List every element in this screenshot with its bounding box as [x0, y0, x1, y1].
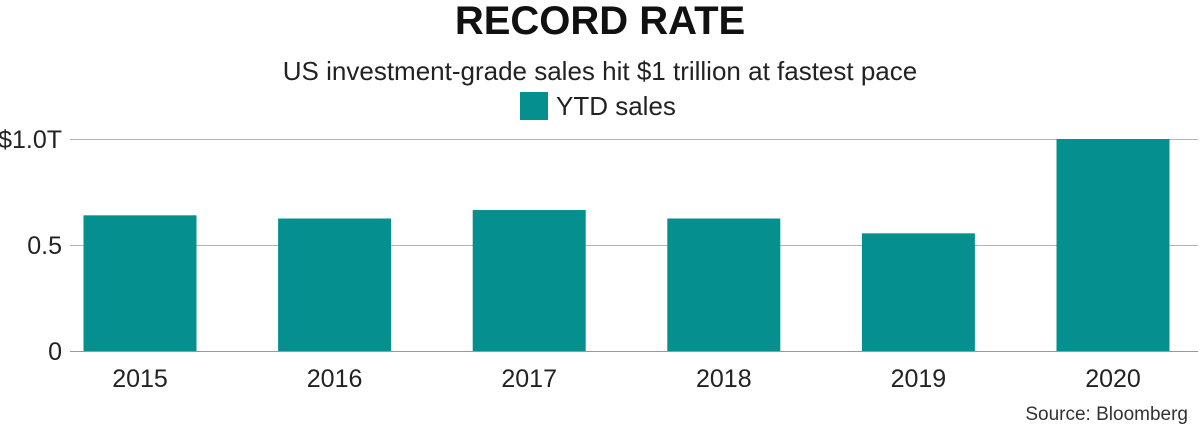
- x-tick-label-2018: 2018: [696, 365, 752, 393]
- chart-subtitle: US investment-grade sales hit $1 trillio…: [283, 56, 917, 86]
- x-tick-label-2020: 2020: [1085, 365, 1141, 393]
- bar-2016: [278, 218, 392, 351]
- bar-2015: [83, 215, 197, 351]
- legend-swatch-ytd-sales: [520, 92, 548, 120]
- bar-2020: [1056, 139, 1170, 351]
- x-tick-label-2017: 2017: [501, 365, 557, 393]
- legend: YTD sales: [520, 91, 676, 121]
- bar-2017: [472, 210, 586, 351]
- y-tick-label-2: $1.0T: [0, 126, 62, 154]
- source-note: Source: Bloomberg: [1025, 404, 1188, 425]
- x-axis-ticks: 2015 2016 2017 2018 2019 2020: [112, 365, 1141, 393]
- bar-2018: [667, 218, 781, 351]
- y-tick-label-0: 0: [48, 338, 62, 366]
- legend-label-ytd-sales: YTD sales: [556, 91, 676, 121]
- x-tick-label-2016: 2016: [307, 365, 363, 393]
- bar-2019: [861, 233, 975, 351]
- x-tick-label-2015: 2015: [112, 365, 168, 393]
- y-tick-label-1: 0.5: [27, 232, 62, 260]
- chart-title: RECORD RATE: [455, 0, 745, 43]
- x-tick-label-2019: 2019: [891, 365, 947, 393]
- bars: [83, 139, 1170, 351]
- gridlines: [70, 139, 1198, 352]
- y-axis-ticks: 0 0.5 $1.0T: [0, 126, 62, 366]
